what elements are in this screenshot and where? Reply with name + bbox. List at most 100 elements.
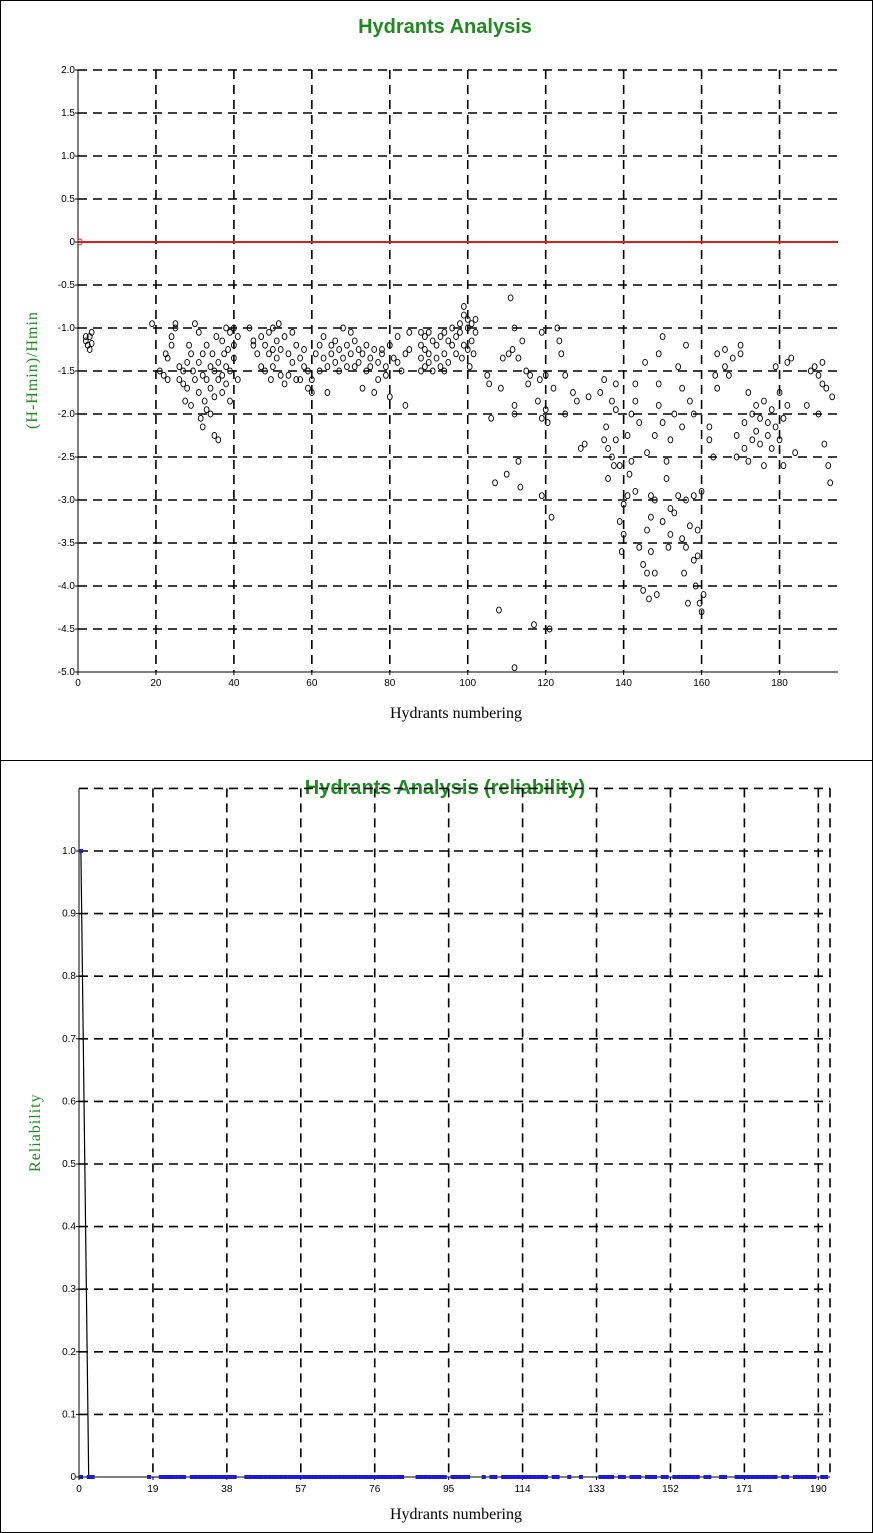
scatter-point xyxy=(221,350,228,358)
scatter-point xyxy=(675,363,682,371)
y-tick-label: -2.0 xyxy=(58,409,76,420)
x-tick-label: 0 xyxy=(75,678,81,689)
scatter-point xyxy=(690,410,697,418)
scatter-point xyxy=(626,470,633,478)
scatter-point xyxy=(687,397,693,405)
reliability-marker xyxy=(617,1475,622,1479)
scatter-point xyxy=(320,333,327,341)
reliability-marker xyxy=(610,1475,615,1479)
reliability-marker xyxy=(380,1475,385,1479)
reliability-marker xyxy=(695,1475,700,1479)
y-tick-label: 0.6 xyxy=(62,1096,76,1107)
x-tick-label: 60 xyxy=(306,678,318,689)
y-tick-label: -4.5 xyxy=(58,624,76,635)
x-tick-label: 95 xyxy=(443,1484,455,1495)
reliability-marker xyxy=(353,1475,358,1479)
x-axis-label: Hydrants numbering xyxy=(390,705,522,722)
scatter-point xyxy=(535,397,541,405)
y-tick-label: 1.0 xyxy=(62,846,76,857)
scatter-point xyxy=(823,384,830,392)
reliability-marker xyxy=(773,1475,778,1479)
scatter-point xyxy=(601,376,608,384)
scatter-point xyxy=(694,526,701,534)
scatter-point xyxy=(453,333,459,341)
reliability-marker xyxy=(166,1475,171,1479)
y-tick-label: 0.8 xyxy=(62,971,76,982)
scatter-point xyxy=(811,363,818,371)
scatter-point xyxy=(464,315,471,323)
scatter-point xyxy=(437,333,444,341)
scatter-point xyxy=(316,341,323,349)
scatter-point xyxy=(663,475,670,482)
reliability-marker xyxy=(197,1475,202,1479)
scatter-point xyxy=(223,324,229,332)
scatter-point xyxy=(219,337,226,345)
scatter-point xyxy=(757,414,763,422)
scatter-point xyxy=(160,371,167,379)
scatter-point xyxy=(776,436,783,444)
scatter-point xyxy=(503,470,510,478)
scatter-point xyxy=(231,354,237,362)
x-tick-label: 20 xyxy=(150,678,162,689)
y-tick-label: 0.4 xyxy=(62,1222,76,1233)
reliability-marker xyxy=(189,1475,194,1479)
scatter-point xyxy=(359,350,366,358)
reliability-marker xyxy=(217,1475,222,1479)
scatter-point xyxy=(733,453,740,461)
y-tick-label: 0.7 xyxy=(62,1034,76,1045)
scatter-point xyxy=(168,341,175,349)
x-tick-label: 19 xyxy=(147,1484,159,1495)
scatter-point xyxy=(219,389,226,396)
scatter-point xyxy=(281,380,288,388)
scatter-point xyxy=(496,606,502,614)
scatter-point xyxy=(211,432,218,439)
scatter-point xyxy=(215,358,222,366)
scatter-point xyxy=(188,350,194,358)
scatter-point xyxy=(792,449,798,457)
scatter-point xyxy=(538,414,545,422)
scatter-point xyxy=(398,367,405,375)
scatter-point xyxy=(737,341,744,349)
scatter-point xyxy=(297,376,304,384)
y-tick-label: 0.3 xyxy=(62,1284,76,1295)
scatter-point xyxy=(646,595,652,603)
reliability-marker xyxy=(392,1475,397,1479)
scatter-point xyxy=(825,462,832,470)
scatter-point xyxy=(305,384,311,392)
reliability-marker xyxy=(637,1475,642,1479)
scatter-point xyxy=(468,320,475,328)
reliability-marker xyxy=(540,1475,545,1479)
scatter-point xyxy=(706,423,713,431)
reliability-marker xyxy=(255,1475,260,1479)
reliability-marker xyxy=(294,1475,299,1479)
scatter-point xyxy=(511,410,518,418)
scatter-point xyxy=(316,367,323,375)
scatter-point xyxy=(472,328,479,336)
scatter-point xyxy=(344,341,350,349)
scatter-point xyxy=(679,423,685,431)
scatter-point xyxy=(192,376,198,384)
reliability-marker xyxy=(306,1475,311,1479)
y-axis-label: (H-Hmin)/Hmin xyxy=(24,311,41,429)
scatter-point xyxy=(722,346,728,353)
reliability-marker xyxy=(170,1475,175,1479)
scatter-point xyxy=(207,410,214,418)
scatter-point xyxy=(803,401,810,409)
scatter-point xyxy=(186,341,192,349)
scatter-point xyxy=(548,513,555,521)
reliability-marker xyxy=(481,1475,486,1479)
reliability-marker xyxy=(224,1475,229,1479)
scatter-points xyxy=(77,238,836,672)
scatter-point xyxy=(745,457,752,465)
scatter-point xyxy=(486,380,493,388)
scatter-point xyxy=(663,457,670,465)
scatter-point xyxy=(753,427,760,435)
scatter-point xyxy=(659,518,666,525)
reliability-marker xyxy=(427,1475,432,1479)
scatter-point xyxy=(729,354,736,362)
reliability-marker xyxy=(193,1475,198,1479)
scatter-point xyxy=(449,324,456,332)
scatter-point xyxy=(605,444,611,452)
scatter-point xyxy=(211,367,218,375)
scatter-point xyxy=(273,354,280,362)
